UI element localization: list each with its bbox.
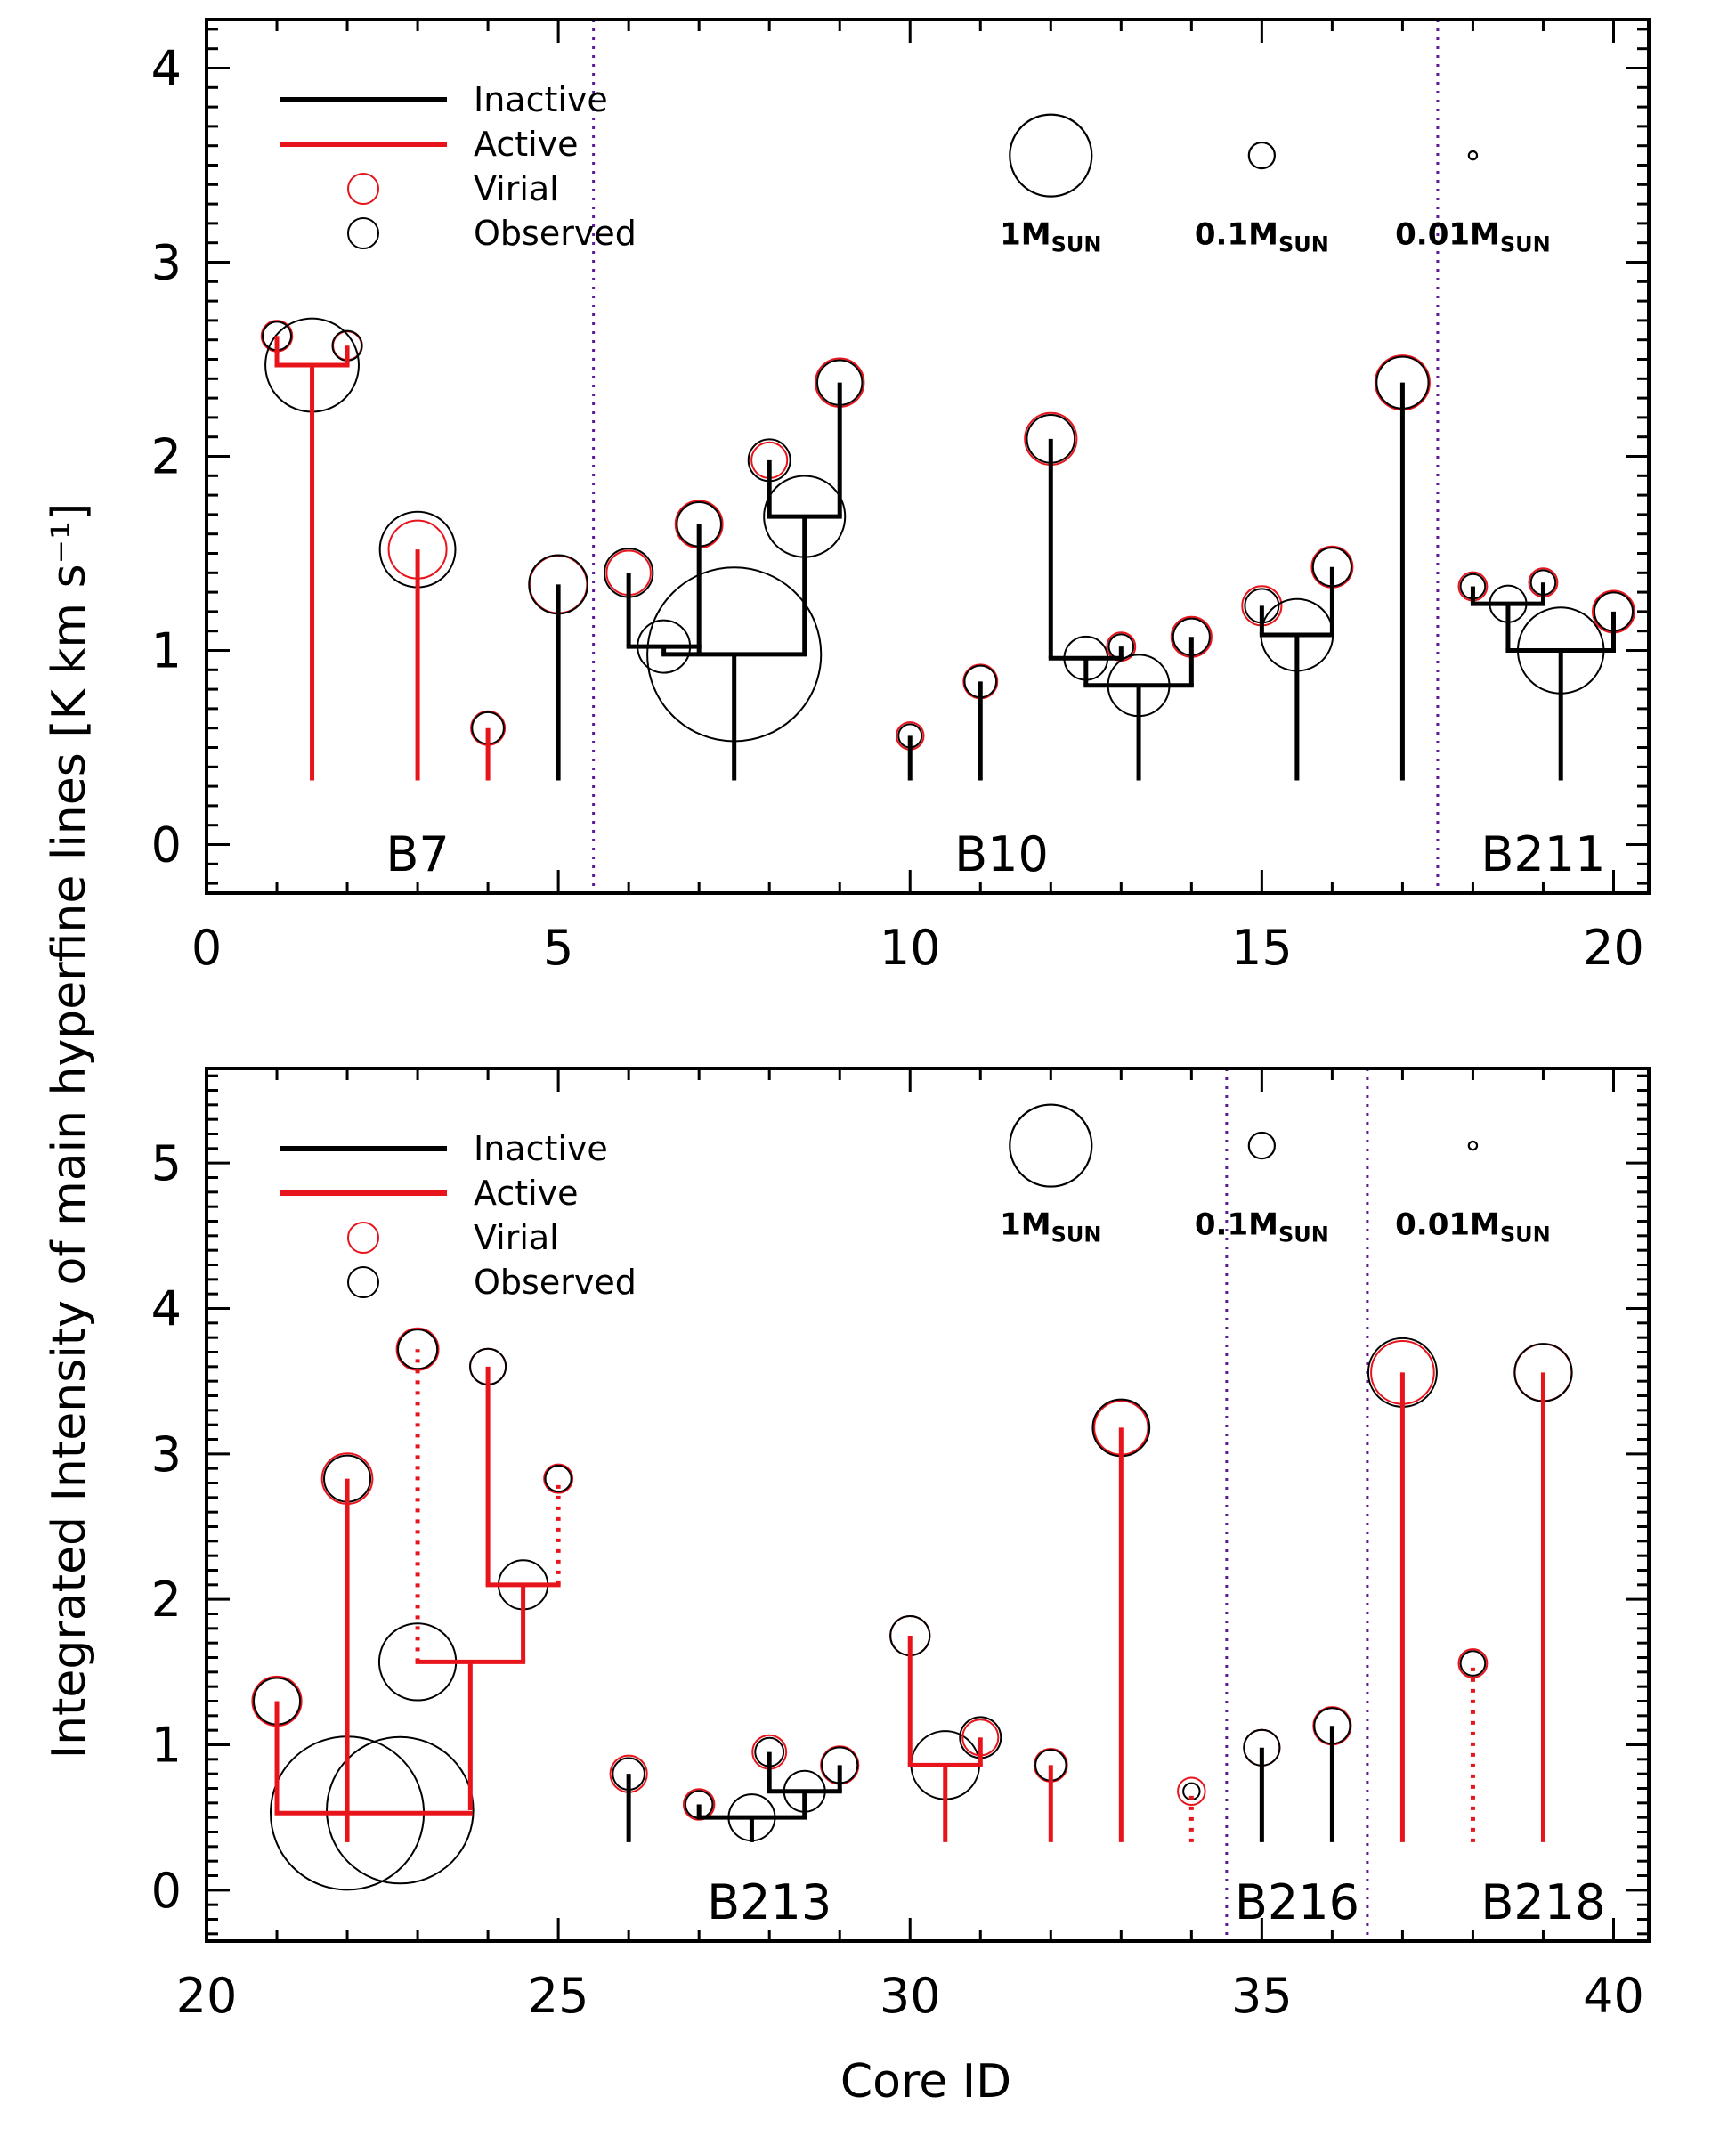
scale-circle [1467,1140,1479,1151]
legend-observed-marker [347,1266,379,1298]
observed-circle [1182,1782,1201,1800]
y-tick-label: 3 [151,1426,182,1483]
scale-label: 0.01MSUN [1395,1207,1551,1247]
x-tick-label: 40 [1583,1968,1644,2024]
legend-virial-marker [347,173,379,205]
legend-active-label: Active [474,1174,579,1213]
y-tick-label: 1 [151,1718,182,1774]
panel-bottom: 1MSUN 0.1MSUN 0.01MSUN B213 B216 B218 Inactive… [151,1067,1651,2024]
legend: Inactive Active Virial Observed [280,80,637,253]
x-tick-label: 25 [528,1968,589,2024]
x-tick-label: 10 [880,920,941,976]
x-axis-label: Core ID [840,2055,1011,2109]
scale-label: 0.1MSUN [1195,217,1329,257]
legend: Inactive Active Virial Observed [280,1129,637,1302]
scale-label: 1MSUN [1000,217,1101,257]
observed-circle [326,1735,475,1885]
y-axis-label: Integrated Intensity of main hyperfine l… [43,503,96,1759]
region-label: B216 [1235,1874,1359,1930]
region-label: B10 [954,826,1049,882]
y-tick-label: 5 [151,1135,182,1191]
legend-inactive-label: Inactive [474,1129,608,1168]
x-tick-label: 30 [880,1968,941,2024]
virial-circle [543,1463,574,1494]
region-label: B7 [385,826,449,882]
panel-top: 1MSUN 0.1MSUN 0.01MSUN B7 B10 B211 Inactive Act… [151,18,1651,976]
scale-circle [1247,141,1277,170]
legend-virial-label: Virial [474,169,559,208]
y-tick-label: 3 [151,235,182,291]
virial-circle [1177,1776,1206,1807]
scale-label: 1MSUN [1000,1207,1101,1247]
y-tick-label: 4 [151,1281,182,1337]
scale-circle [1247,1131,1277,1160]
region-label: B211 [1480,826,1605,882]
virial-circle [682,1788,716,1821]
legend-virial-label: Virial [474,1218,559,1257]
legend-inactive-label: Inactive [474,80,608,119]
x-tick-label: 15 [1231,920,1293,976]
scale-label: 0.1MSUN [1195,1207,1329,1247]
y-tick-label: 1 [151,623,182,679]
plot-frame [205,1067,1651,1943]
legend-observed-marker [347,217,379,249]
legend-observed-label: Observed [474,1263,637,1302]
y-tick-label: 4 [151,41,182,97]
region-label: B218 [1480,1874,1605,1930]
x-tick-label: 20 [1583,920,1644,976]
observed-circle [397,1329,439,1370]
scale-circle [1467,150,1479,161]
plot-area: 1MSUN 0.1MSUN 0.01MSUN B7 B10 B211 [260,20,1635,893]
scale-circle [1009,1103,1093,1188]
x-tick-label: 35 [1231,1968,1293,2024]
y-tick-label: 2 [151,1572,182,1628]
y-tick-label: 0 [151,1863,182,1919]
x-tick-label: 0 [191,920,222,976]
scale-circle [1009,113,1093,198]
scale-label: 0.01MSUN [1395,217,1551,257]
y-tick-label: 2 [151,429,182,485]
y-tick-label: 0 [151,817,182,873]
virial-circle [1457,1648,1489,1678]
region-label: B213 [707,1874,831,1930]
observed-circle [1459,1650,1487,1677]
x-tick-label: 20 [176,1968,238,2024]
plot-area: 1MSUN 0.1MSUN 0.01MSUN B213 B216 B218 [251,1068,1606,1941]
legend-virial-marker [347,1222,379,1254]
observed-circle [544,1465,572,1493]
legend-observed-label: Observed [474,214,637,253]
legend-active-label: Active [474,125,579,164]
x-tick-label: 5 [543,920,573,976]
